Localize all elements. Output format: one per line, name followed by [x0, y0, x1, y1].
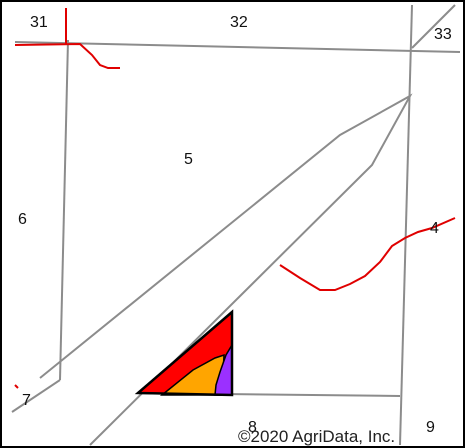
stream-northwest	[14, 42, 120, 69]
stream-east	[279, 217, 456, 291]
section-line-north	[14, 41, 461, 53]
section-label-5: 5	[184, 151, 193, 168]
copyright-text: ©2020 AgriData, Inc.	[238, 427, 395, 446]
section-line-west	[59, 39, 69, 381]
section-label-9: 9	[426, 419, 435, 436]
section-label-33: 33	[434, 26, 452, 43]
section-line-ne-diagonal	[411, 4, 456, 49]
stream-west-tick	[14, 384, 19, 389]
section-line-east	[399, 4, 413, 446]
section-label-7: 7	[22, 392, 31, 409]
section-label-4: 4	[430, 220, 439, 237]
section-lines	[11, 4, 461, 446]
highway-corridor	[39, 93, 413, 446]
section-label-6: 6	[18, 211, 27, 228]
section-label-32: 32	[230, 14, 248, 31]
section-label-31: 31	[30, 14, 48, 31]
streams	[14, 8, 456, 389]
section-line-sw	[11, 379, 61, 413]
section-label-8: 8	[248, 419, 257, 436]
field-boundary	[134, 309, 234, 397]
field-outline	[134, 309, 234, 397]
